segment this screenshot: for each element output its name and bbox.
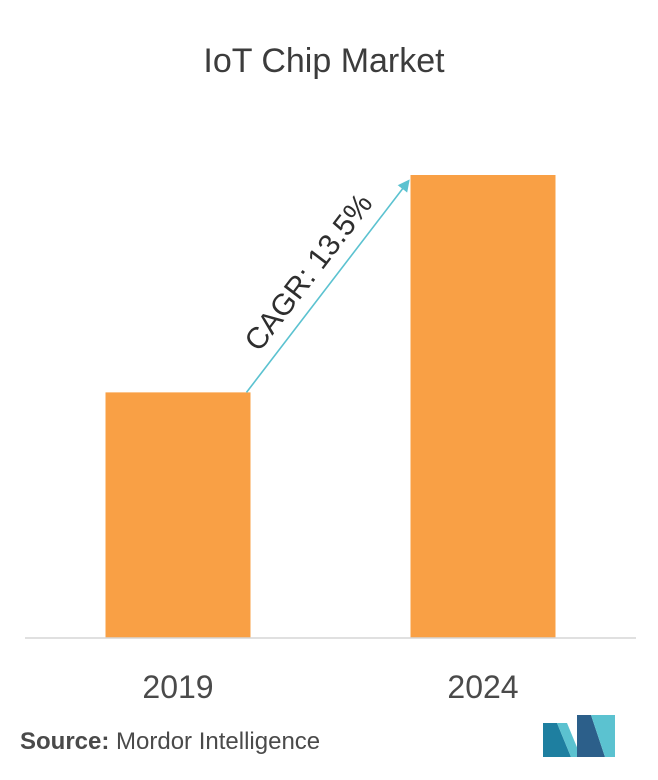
chart-title: IoT Chip Market — [203, 42, 445, 80]
source-text: Mordor Intelligence — [116, 728, 321, 755]
bars-layer — [105, 175, 556, 638]
x-tick-label-2019: 2019 — [142, 669, 213, 705]
mordor-intelligence-logo-icon — [543, 715, 615, 757]
bar-2019 — [105, 392, 251, 638]
source-label: Source: — [20, 728, 110, 755]
x-tick-labels: 2019 2024 — [142, 669, 518, 705]
cagr-arrow — [245, 179, 410, 393]
cagr-label: CAGR: 13.5% — [238, 188, 379, 358]
bar-2024 — [410, 175, 556, 638]
x-tick-label-2024: 2024 — [447, 669, 518, 705]
source-note: Source: Mordor Intelligence — [20, 728, 320, 756]
